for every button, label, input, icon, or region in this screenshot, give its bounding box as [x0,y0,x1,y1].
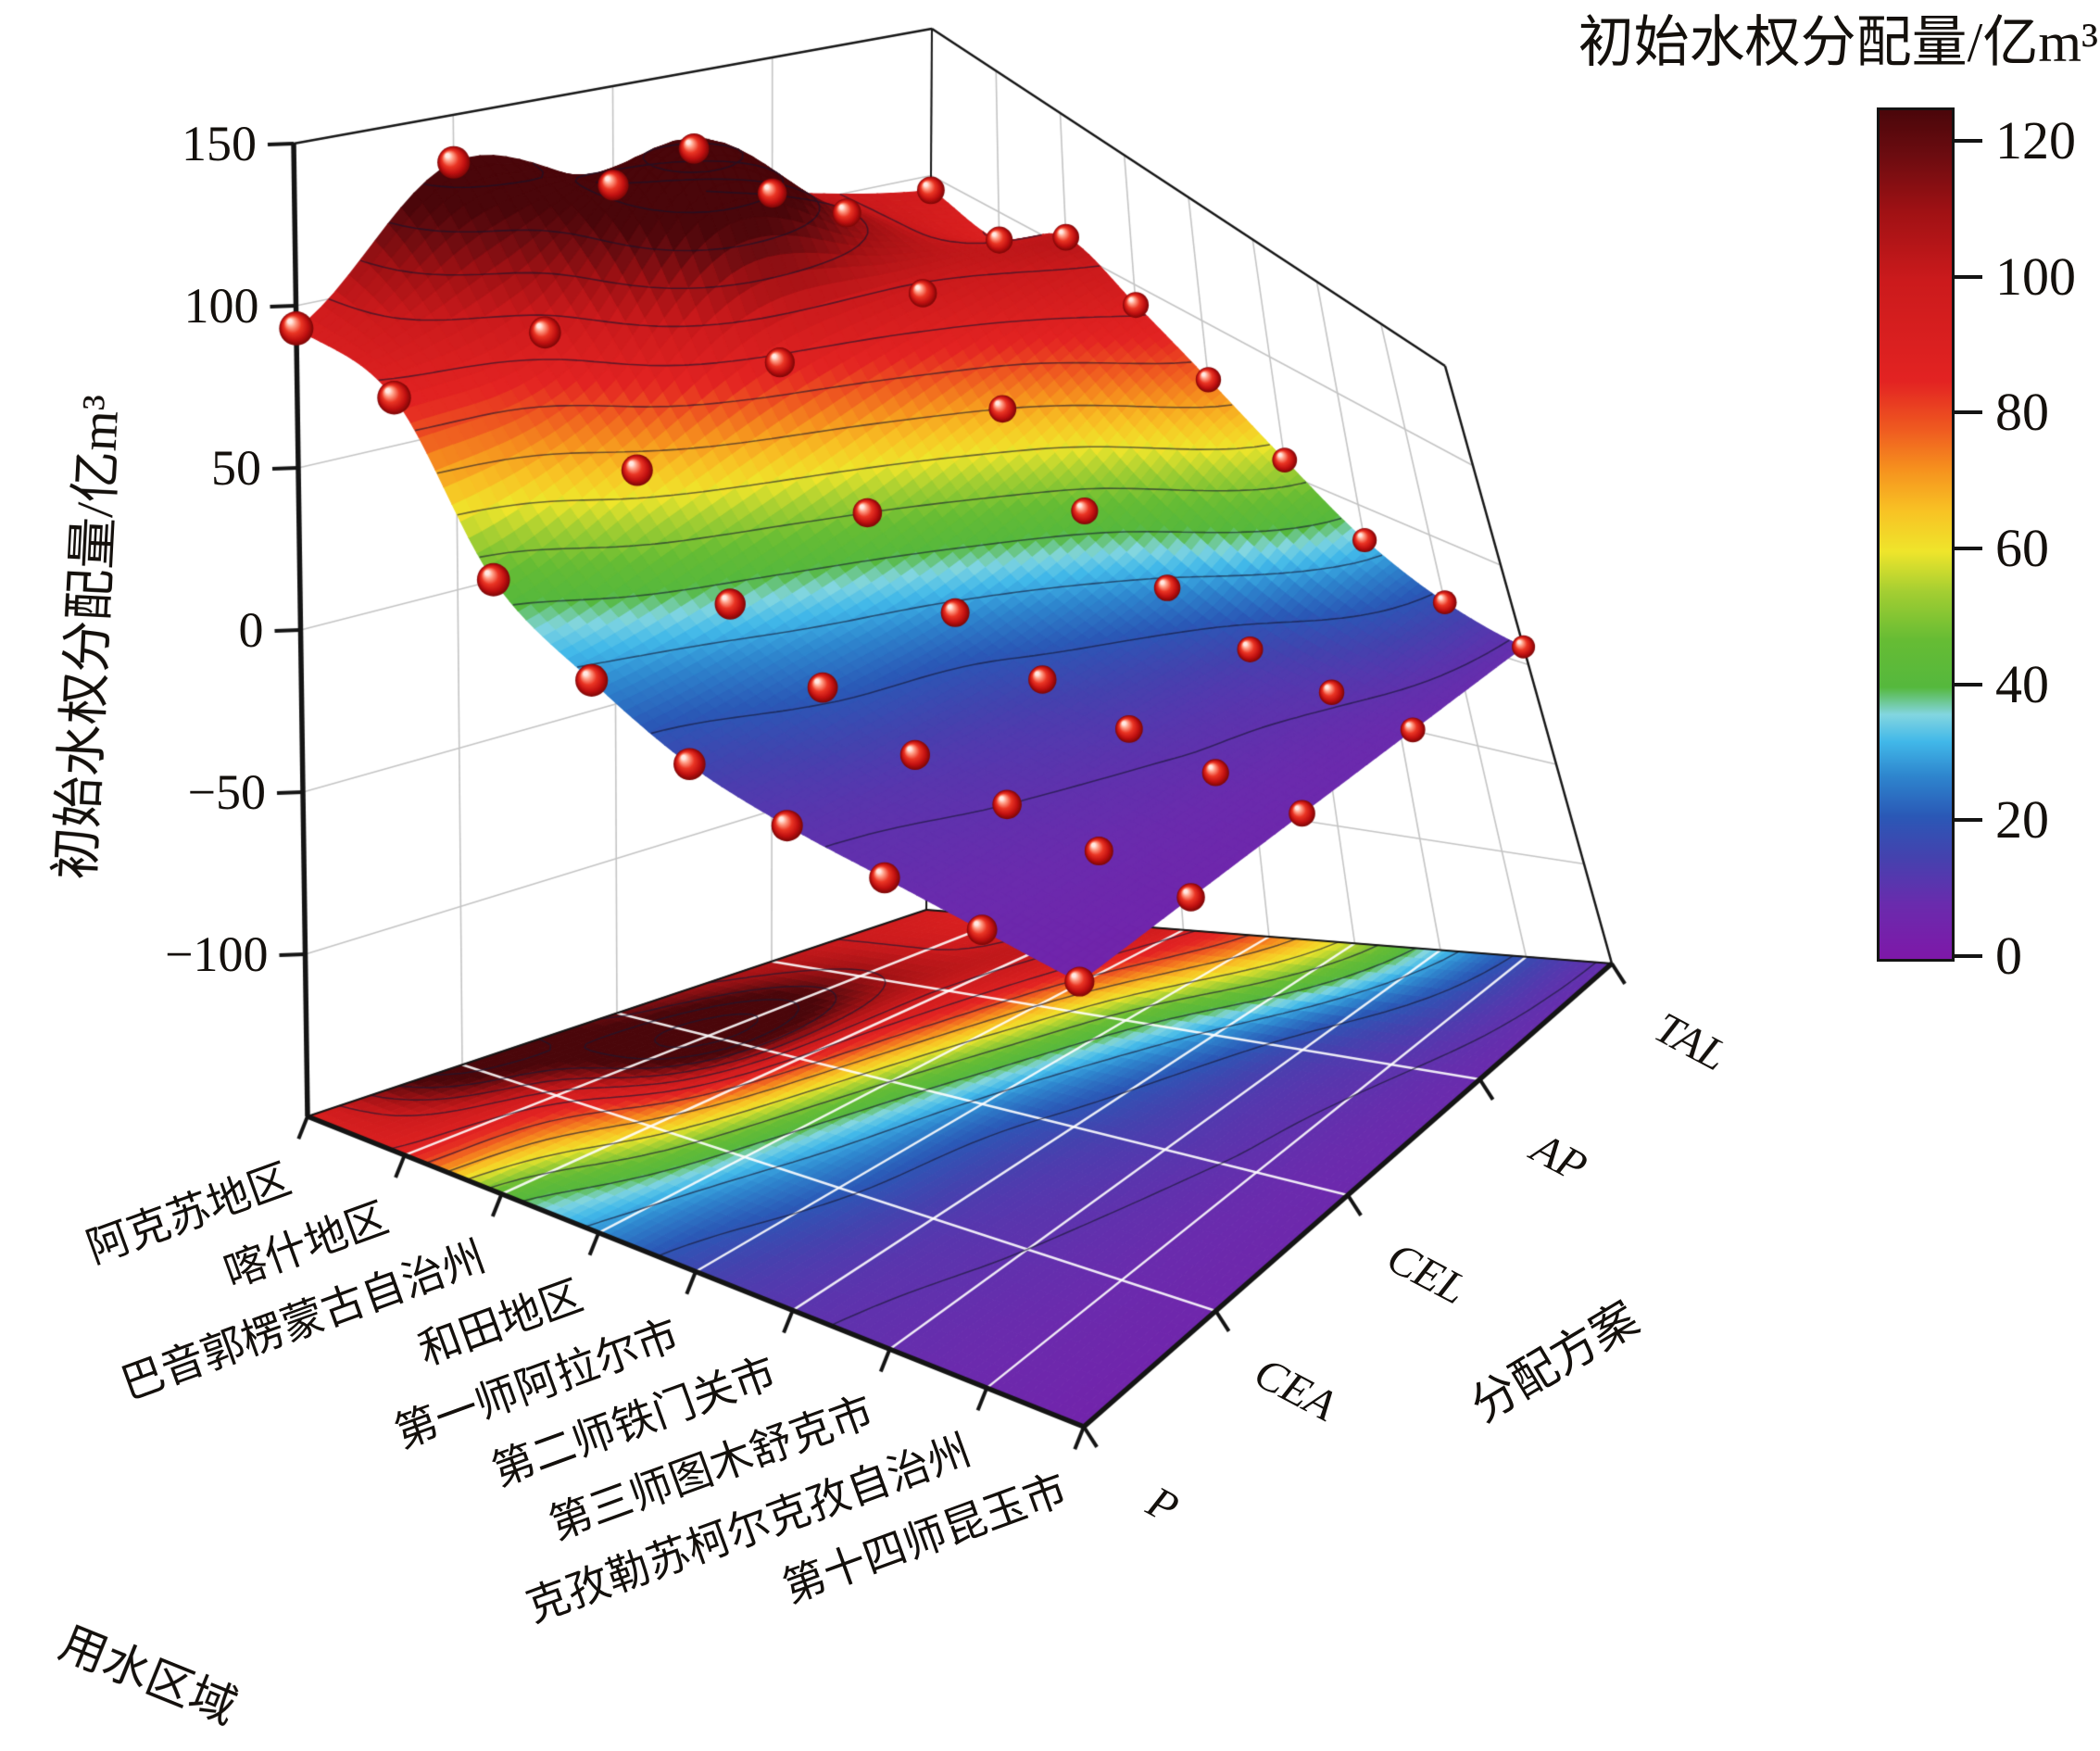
z-tick-label: 50 [211,440,261,496]
colorbar-tick-label: 80 [1995,382,2049,443]
colorbar-tick-label: 60 [1995,518,2049,578]
z-tick-label: 0 [238,602,264,658]
colorbar-gradient [1877,107,1955,962]
colorbar-tick-label: 40 [1995,653,2049,714]
colorbar-tick-label: 0 [1995,926,2022,986]
colorbar-tick [1955,818,1982,823]
colorbar-tick-label: 20 [1995,789,2049,850]
colorbar-tick [1955,274,1982,279]
colorbar-tick-label: 120 [1995,110,2076,170]
colorbar-title: 初始水权分配量/亿m³ [1578,12,2098,73]
colorbar-tick [1955,547,1982,550]
colorbar-tick [1955,139,1982,143]
z-tick-label: 150 [182,116,257,171]
colorbar-tick-label: 100 [1995,246,2076,307]
z-tick-label: 100 [183,278,259,334]
z-tick-label: −50 [187,764,266,820]
colorbar-tick [1955,954,1982,958]
colorbar-tick [1955,682,1982,687]
colorbar-tick [1955,410,1982,415]
z-tick-label: −100 [165,926,269,982]
